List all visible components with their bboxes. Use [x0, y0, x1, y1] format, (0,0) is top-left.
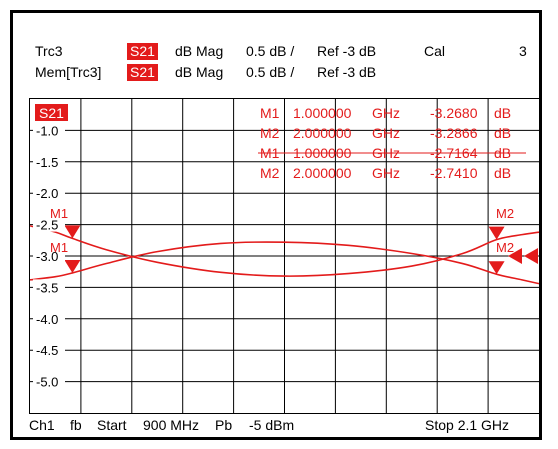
- trace-badge-label[interactable]: S21: [39, 105, 64, 121]
- fb-label: fb: [70, 417, 82, 433]
- y-tick-label: -4.5: [36, 343, 58, 358]
- memory-s-param-badge[interactable]: S21: [127, 64, 158, 81]
- markers: [64, 225, 538, 275]
- marker-m1-triangle-bottom[interactable]: [64, 259, 81, 273]
- marker-offscreen-arrow-1[interactable]: [508, 248, 522, 264]
- marker-row-2-vunit: dB: [494, 125, 511, 141]
- diagram-area[interactable]: -1.0 -1.5 -2.0 -2.5 -3.0 -3.5 -4.0 -4.5 -5.0 S21…: [29, 98, 540, 414]
- traces: [30, 225, 539, 285]
- y-tick-label: -3.0: [36, 249, 58, 264]
- marker-m1-label-top[interactable]: M1: [50, 206, 68, 221]
- marker-row-1-vunit: dB: [494, 105, 511, 121]
- marker-row-2-value: -3.2866: [430, 125, 478, 141]
- marker-row-4-freq: 2.000000: [293, 165, 352, 181]
- marker-offscreen-arrow-2[interactable]: [524, 248, 538, 264]
- memory-trace-line[interactable]: [30, 225, 539, 277]
- power-label[interactable]: Pb: [215, 417, 233, 433]
- memory-trace-name-label[interactable]: Mem[Trc3]: [35, 64, 102, 80]
- marker-m1-label-bottom[interactable]: M1: [50, 240, 68, 255]
- y-tick-label: -2.0: [36, 186, 58, 201]
- y-tick-label-bg: [33, 185, 65, 201]
- power-value[interactable]: -5 dBm: [249, 417, 295, 433]
- trace-plot[interactable]: -1.0 -1.5 -2.0 -2.5 -3.0 -3.5 -4.0 -4.5 -5.0 S21…: [30, 99, 539, 413]
- trace-badge-bg[interactable]: [35, 104, 68, 121]
- start-frequency[interactable]: 900 MHz: [143, 417, 200, 433]
- y-tick-label-bg: [33, 216, 65, 232]
- trace-window: Trc3 S21 dB Mag 0.5 dB / Ref -3 dB Cal 3…: [10, 10, 542, 440]
- marker-row-2-name: M2: [260, 125, 280, 141]
- scale-label[interactable]: 0.5 dB /: [246, 43, 295, 59]
- y-tick-label-bg: [33, 342, 65, 358]
- y-tick-label: -1.5: [36, 155, 58, 170]
- marker-m2-triangle-top[interactable]: [488, 226, 505, 240]
- marker-info-table[interactable]: M1 1.000000 GHz -3.2680 dB M2 2.000000 G…: [258, 105, 526, 181]
- y-tick-label: -1.0: [36, 123, 58, 138]
- marker-row-1-freq: 1.000000: [293, 105, 352, 121]
- marker-row-4-vunit: dB: [494, 165, 511, 181]
- y-tick-label-bg: [33, 248, 65, 263]
- y-tick-label: -2.5: [36, 218, 58, 233]
- channel-label[interactable]: Ch1: [29, 417, 55, 433]
- marker-row-4-name: M2: [260, 165, 280, 181]
- channel-number: 3: [519, 43, 527, 59]
- stop-frequency[interactable]: Stop 2.1 GHz: [425, 417, 510, 433]
- start-label[interactable]: Start: [97, 417, 127, 433]
- marker-m2-label-top[interactable]: M2: [496, 206, 514, 221]
- ref-level-label[interactable]: Ref -3 dB: [317, 43, 377, 59]
- memory-ref-level-label[interactable]: Ref -3 dB: [317, 64, 377, 80]
- y-tick-labels: -1.0 -1.5 -2.0 -2.5 -3.0 -3.5 -4.0 -4.5 -5.0: [33, 122, 65, 390]
- memory-scale-label[interactable]: 0.5 dB /: [246, 64, 295, 80]
- marker-m2-triangle-bottom[interactable]: [488, 261, 505, 275]
- memory-format-label[interactable]: dB Mag: [175, 64, 224, 80]
- marker-m1-triangle-top[interactable]: [64, 225, 81, 239]
- marker-row-2-freq: 2.000000: [293, 125, 352, 141]
- marker-m2-label-bottom[interactable]: M2: [496, 240, 514, 255]
- format-label[interactable]: dB Mag: [175, 43, 224, 59]
- cal-label: Cal: [424, 43, 446, 59]
- marker-row-4-unit: GHz: [372, 165, 400, 181]
- marker-row-2-unit: GHz: [372, 125, 400, 141]
- y-tick-label: -5.0: [36, 375, 58, 390]
- marker-row-4-value: -2.7410: [430, 165, 478, 181]
- y-tick-label-bg: [33, 310, 65, 326]
- y-tick-label: -3.5: [36, 280, 58, 295]
- y-tick-label-bg: [33, 122, 65, 138]
- marker-row-1-name: M1: [260, 105, 280, 121]
- trace-name-label[interactable]: Trc3: [35, 43, 63, 59]
- y-tick-label-bg: [33, 373, 65, 389]
- y-tick-label-bg: [33, 279, 65, 295]
- marker-row-1-unit: GHz: [372, 105, 400, 121]
- y-tick-label-bg: [33, 153, 65, 169]
- marker-row-1-value: -3.2680: [430, 105, 478, 121]
- s-param-badge[interactable]: S21: [127, 43, 158, 60]
- y-tick-label: -4.0: [36, 312, 58, 327]
- trace-s21-line[interactable]: [30, 241, 539, 285]
